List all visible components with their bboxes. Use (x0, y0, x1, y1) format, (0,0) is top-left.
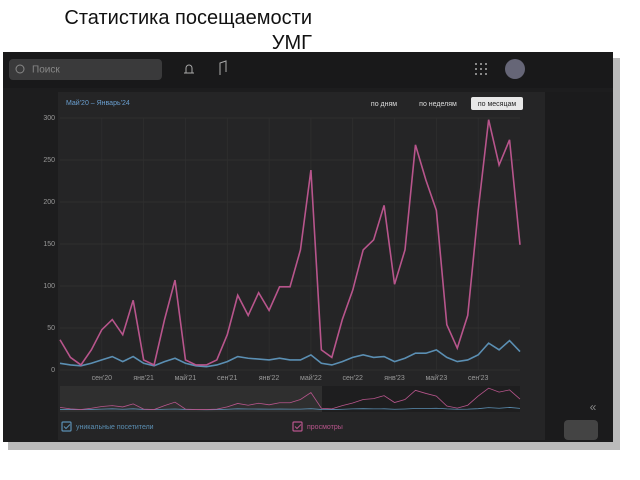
slide-title: Статистика посещаемости УМГ (64, 7, 312, 54)
x-tick-label: янв'21 (133, 375, 154, 382)
legend-check[interactable] (294, 424, 302, 430)
legend-check[interactable] (63, 424, 71, 430)
search-icon (15, 64, 25, 74)
bell-icon[interactable] (184, 64, 194, 74)
x-tick-label: май'23 (425, 374, 447, 382)
x-tick-label: май'21 (175, 374, 197, 382)
search-placeholder: Поиск (32, 65, 60, 76)
x-tick-label: сен'21 (217, 375, 237, 382)
period-button-label[interactable]: по месяцам (478, 101, 517, 108)
music-icon[interactable] (219, 60, 227, 75)
apps-icon[interactable] (475, 63, 487, 75)
period-button[interactable] (471, 97, 523, 110)
navigator-line (59, 407, 521, 411)
legend-label[interactable]: просмотры (307, 424, 343, 431)
avatar[interactable] (505, 59, 525, 79)
series-line (59, 119, 521, 367)
chart-subtitle: Май'20 – Январь'24 (66, 99, 130, 107)
y-tick-label: 50 (47, 325, 55, 332)
legend-checkbox[interactable] (61, 421, 72, 432)
y-tick-label: 250 (43, 157, 55, 164)
x-tick-label: сен'23 (468, 375, 488, 382)
period-button-label[interactable]: по неделям (419, 101, 457, 108)
y-tick-label: 0 (51, 367, 55, 374)
chat-button[interactable] (564, 420, 598, 440)
y-tick-label: 100 (43, 283, 55, 290)
search-box[interactable] (9, 59, 162, 80)
x-tick-label: май'22 (300, 374, 322, 382)
legend-checkbox[interactable] (292, 421, 303, 432)
y-tick-label: 200 (43, 199, 55, 206)
y-tick-label: 300 (43, 115, 55, 122)
x-tick-label: янв'23 (384, 375, 405, 382)
series-line (59, 339, 521, 368)
y-tick-label: 150 (43, 241, 55, 248)
x-tick-label: сен'20 (92, 375, 112, 382)
navigator-window[interactable] (60, 386, 322, 412)
x-tick-label: янв'22 (259, 375, 280, 382)
navigator-line (59, 387, 521, 410)
collapse-icon[interactable]: « (590, 400, 597, 414)
sidebar (545, 92, 613, 440)
chart-panel (58, 92, 545, 440)
x-tick-label: сен'22 (343, 375, 363, 382)
legend-label[interactable]: уникальные посетители (76, 424, 154, 431)
period-button-label[interactable]: по дням (371, 101, 397, 108)
